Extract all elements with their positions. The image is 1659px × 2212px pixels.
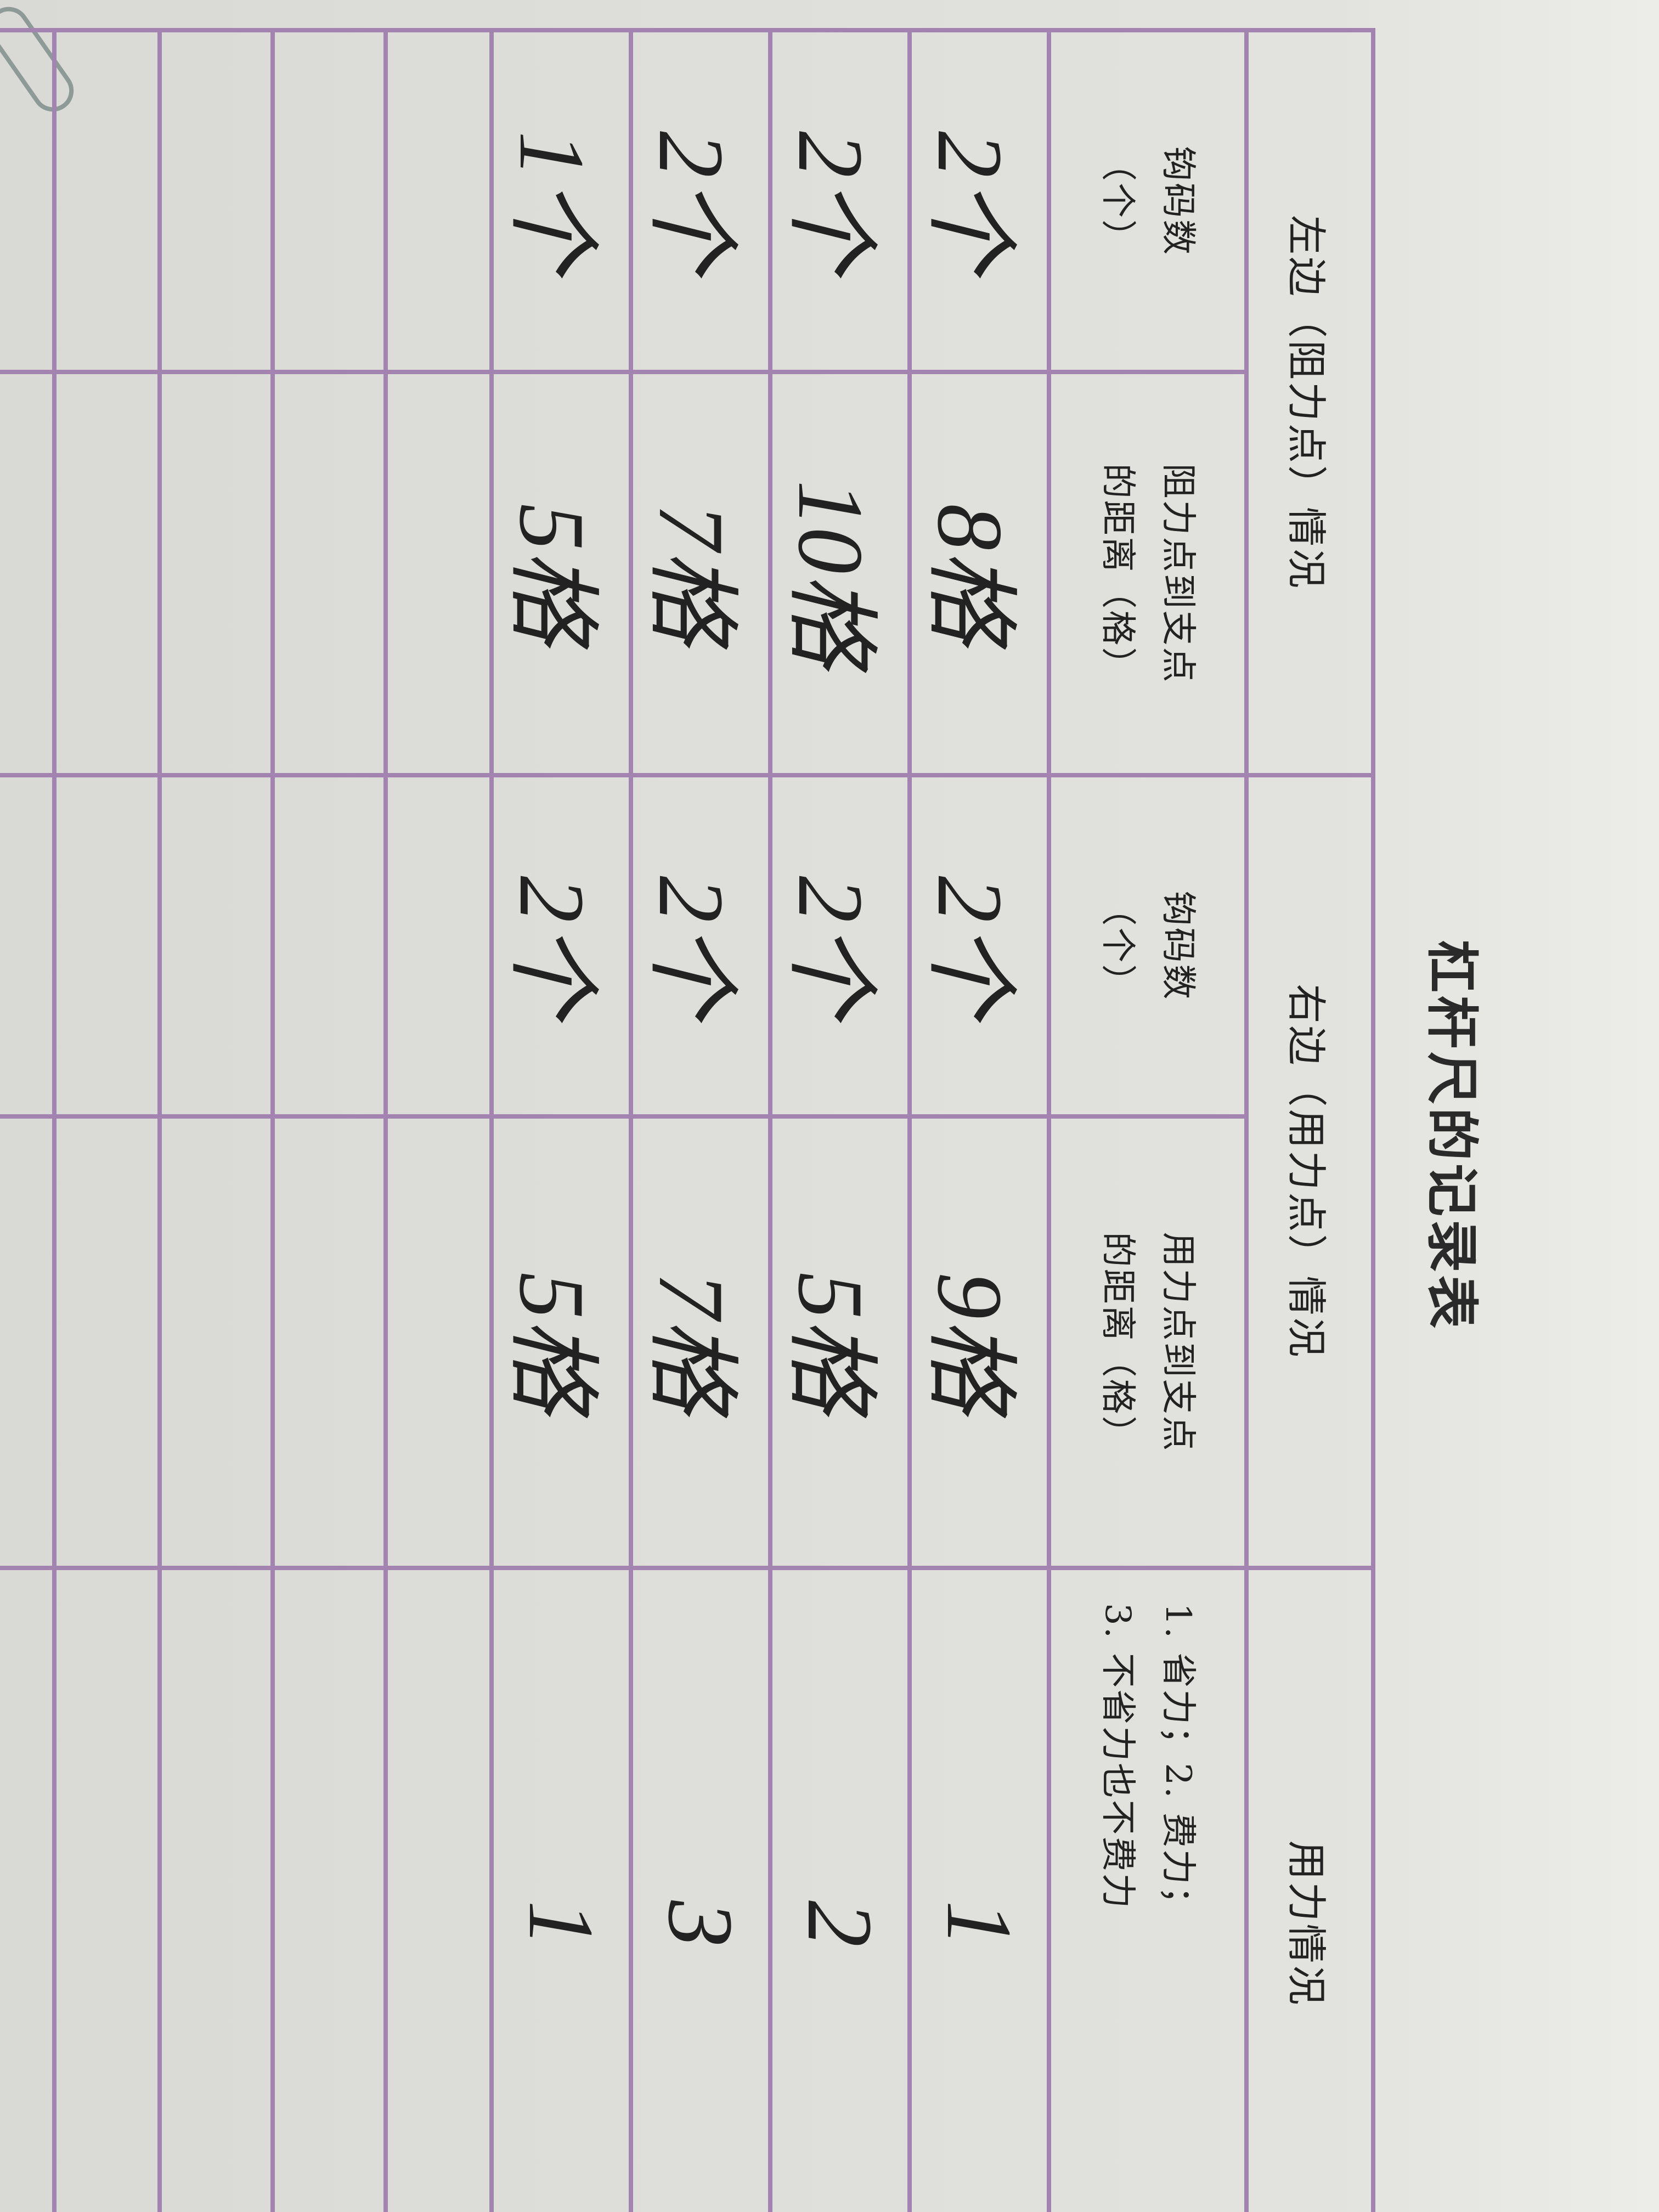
- empty-cell: [273, 1116, 386, 1568]
- cell-right-weights: 2个: [770, 775, 910, 1117]
- empty-cell: [160, 1568, 273, 2212]
- cell-left-distance: 7格: [631, 372, 770, 776]
- cell-right-distance: 7格: [631, 1116, 770, 1568]
- empty-cell: [160, 30, 273, 372]
- cell-right-distance: 5格: [492, 1116, 631, 1568]
- header-left-group: 左边（阻力点）情况: [1246, 30, 1373, 776]
- cell-left-weights: 2个: [910, 30, 1049, 372]
- empty-cell: [386, 1568, 492, 2212]
- empty-row: [273, 30, 386, 2212]
- empty-cell: [0, 372, 54, 776]
- empty-cell: [386, 775, 492, 1117]
- subheader-left-weights: 钩码数 （个）: [1049, 30, 1246, 372]
- empty-cell: [54, 30, 160, 372]
- cell-right-weights: 2个: [910, 775, 1049, 1117]
- empty-cell: [0, 1568, 54, 2212]
- empty-cell: [273, 372, 386, 776]
- subheader-right-weights: 钩码数 （个）: [1049, 775, 1246, 1117]
- empty-cell: [160, 372, 273, 776]
- cell-result: 3: [631, 1568, 770, 2212]
- cell-right-distance: 9格: [910, 1116, 1049, 1568]
- subheader-right-distance: 用力点到支点 的距离（格）: [1049, 1116, 1246, 1568]
- subheader-row: 钩码数 （个） 阻力点到支点 的距离（格） 钩码数 （个） 用力点到支点 的距离…: [1049, 30, 1246, 2212]
- table-row: 2个 7格 2个 7格 3: [631, 30, 770, 2212]
- header-row: 左边（阻力点）情况 右边（用力点）情况 用力情况: [1246, 30, 1373, 2212]
- empty-cell: [386, 1116, 492, 1568]
- empty-cell: [54, 372, 160, 776]
- subheader-line: 的距离（格）: [1097, 463, 1138, 684]
- cell-right-weights: 2个: [631, 775, 770, 1117]
- empty-cell: [54, 1116, 160, 1568]
- cell-left-distance: 8格: [910, 372, 1049, 776]
- subheader-result-legend: 1. 省力；2. 费力； 3. 不省力也不费力: [1049, 1568, 1246, 2212]
- lever-record-table: 左边（阻力点）情况 右边（用力点）情况 用力情况 钩码数 （个） 阻力点到支点 …: [0, 28, 1375, 2212]
- header-right-group: 右边（用力点）情况: [1246, 775, 1373, 1568]
- cell-left-weights: 2个: [631, 30, 770, 372]
- empty-cell: [0, 775, 54, 1117]
- cell-result: 1: [492, 1568, 631, 2212]
- subheader-left-distance: 阻力点到支点 的距离（格）: [1049, 372, 1246, 776]
- empty-cell: [54, 775, 160, 1117]
- empty-cell: [386, 30, 492, 372]
- empty-cell: [160, 1116, 273, 1568]
- cell-left-weights: 1个: [492, 30, 631, 372]
- empty-cell: [0, 1116, 54, 1568]
- cell-right-weights: 2个: [492, 775, 631, 1117]
- empty-row: [160, 30, 273, 2212]
- empty-cell: [54, 1568, 160, 2212]
- empty-cell: [160, 775, 273, 1117]
- subheader-line: （个）: [1097, 890, 1138, 1001]
- subheader-line: 阻力点到支点: [1158, 463, 1198, 684]
- subheader-line: 用力点到支点: [1158, 1232, 1198, 1453]
- cell-result: 1: [910, 1568, 1049, 2212]
- table-row: 2个 8格 2个 9格 1: [910, 30, 1049, 2212]
- empty-row: [386, 30, 492, 2212]
- cell-left-weights: 2个: [770, 30, 910, 372]
- empty-cell: [0, 30, 54, 372]
- subheader-line: 1. 省力；2. 费力；: [1158, 1603, 1198, 1923]
- cell-left-distance: 10格: [770, 372, 910, 776]
- header-result-group: 用力情况: [1246, 1568, 1373, 2212]
- table-row: 2个 10格 2个 5格 2: [770, 30, 910, 2212]
- empty-cell: [273, 30, 386, 372]
- table-title: 杠杆尺的记录表: [1421, 940, 1483, 1331]
- subheader-line: 的距离（格）: [1097, 1232, 1138, 1453]
- empty-cell: [386, 372, 492, 776]
- table-row: 1个 5格 2个 5格 1: [492, 30, 631, 2212]
- cell-right-distance: 5格: [770, 1116, 910, 1568]
- subheader-line: （个）: [1097, 146, 1138, 256]
- subheader-line: 钩码数: [1158, 890, 1198, 1001]
- cell-result: 2: [770, 1568, 910, 2212]
- empty-cell: [273, 775, 386, 1117]
- subheader-line: 钩码数: [1158, 146, 1198, 256]
- empty-row: [54, 30, 160, 2212]
- empty-row: [0, 30, 54, 2212]
- subheader-line: 3. 不省力也不费力: [1097, 1603, 1138, 1910]
- cell-left-distance: 5格: [492, 372, 631, 776]
- empty-cell: [273, 1568, 386, 2212]
